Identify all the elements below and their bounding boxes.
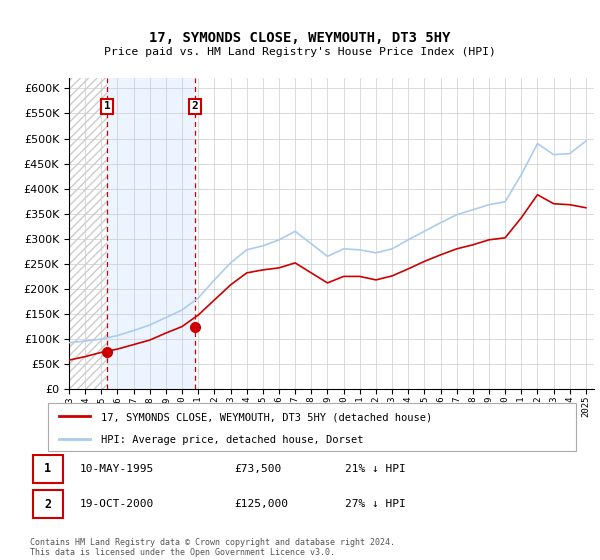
Text: £125,000: £125,000 xyxy=(234,499,288,509)
FancyBboxPatch shape xyxy=(33,490,63,518)
Text: HPI: Average price, detached house, Dorset: HPI: Average price, detached house, Dors… xyxy=(101,435,364,445)
Text: 21% ↓ HPI: 21% ↓ HPI xyxy=(344,464,406,474)
Bar xyxy=(107,78,195,389)
Text: Price paid vs. HM Land Registry's House Price Index (HPI): Price paid vs. HM Land Registry's House … xyxy=(104,46,496,57)
Text: 17, SYMONDS CLOSE, WEYMOUTH, DT3 5HY (detached house): 17, SYMONDS CLOSE, WEYMOUTH, DT3 5HY (de… xyxy=(101,413,432,422)
Text: 2: 2 xyxy=(191,101,199,111)
Text: Contains HM Land Registry data © Crown copyright and database right 2024.
This d: Contains HM Land Registry data © Crown c… xyxy=(30,538,395,557)
Text: 1: 1 xyxy=(44,463,51,475)
Text: 17, SYMONDS CLOSE, WEYMOUTH, DT3 5HY: 17, SYMONDS CLOSE, WEYMOUTH, DT3 5HY xyxy=(149,31,451,45)
FancyBboxPatch shape xyxy=(48,403,576,451)
Text: 1: 1 xyxy=(104,101,110,111)
Text: £73,500: £73,500 xyxy=(234,464,281,474)
Text: 19-OCT-2000: 19-OCT-2000 xyxy=(80,499,154,509)
FancyBboxPatch shape xyxy=(33,455,63,483)
Text: 10-MAY-1995: 10-MAY-1995 xyxy=(80,464,154,474)
Text: 2: 2 xyxy=(44,497,51,511)
Text: 27% ↓ HPI: 27% ↓ HPI xyxy=(344,499,406,509)
Bar xyxy=(69,78,107,389)
